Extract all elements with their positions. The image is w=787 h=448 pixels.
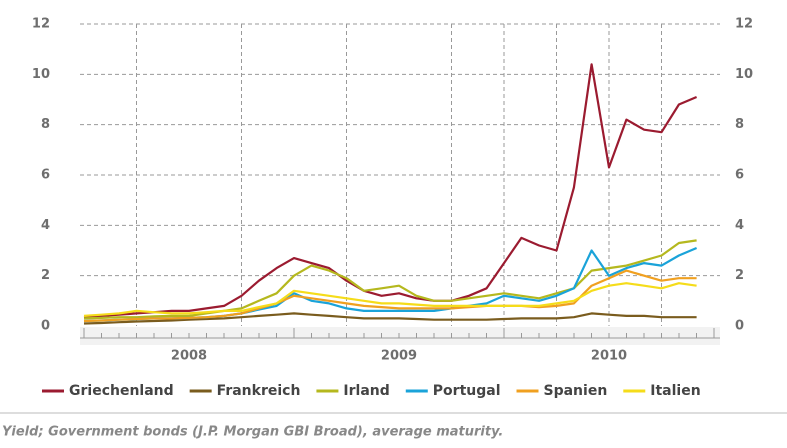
- y2-tick-label: 0: [735, 319, 744, 334]
- legend-label: Spanien: [544, 383, 608, 399]
- y2-tick-label: 12: [735, 17, 753, 32]
- x-tick-label: 2008: [171, 349, 207, 364]
- series-line: [83, 312, 697, 325]
- series-line: [83, 269, 697, 323]
- caption: Yield; Government bonds (J.P. Morgan GBI…: [2, 425, 503, 440]
- y2-tick-label: 6: [735, 168, 744, 183]
- y-tick-label: 6: [41, 168, 50, 183]
- y-tick-label: 4: [41, 218, 50, 233]
- axis-band: [80, 327, 720, 345]
- y2-tick-label: 2: [735, 268, 744, 283]
- legend-label: Portugal: [433, 383, 501, 399]
- y-tick-label: 12: [32, 17, 50, 32]
- y-tick-label: 8: [41, 117, 50, 132]
- y2-tick-label: 8: [735, 117, 744, 132]
- y-tick-label: 0: [41, 319, 50, 334]
- y2-tick-label: 10: [735, 67, 753, 82]
- legend-label: Irland: [343, 383, 389, 399]
- series-line: [83, 282, 697, 317]
- y-tick-label: 2: [41, 268, 50, 283]
- series-line: [83, 239, 697, 320]
- legend-label: Griechenland: [69, 383, 174, 399]
- series-line: [83, 63, 698, 319]
- x-tick-label: 2010: [591, 349, 627, 364]
- y-tick-label: 10: [32, 67, 50, 82]
- legend-label: Italien: [650, 383, 700, 399]
- x-tick-label: 2009: [381, 349, 417, 364]
- y2-tick-label: 4: [735, 218, 744, 233]
- legend-label: Frankreich: [217, 383, 301, 399]
